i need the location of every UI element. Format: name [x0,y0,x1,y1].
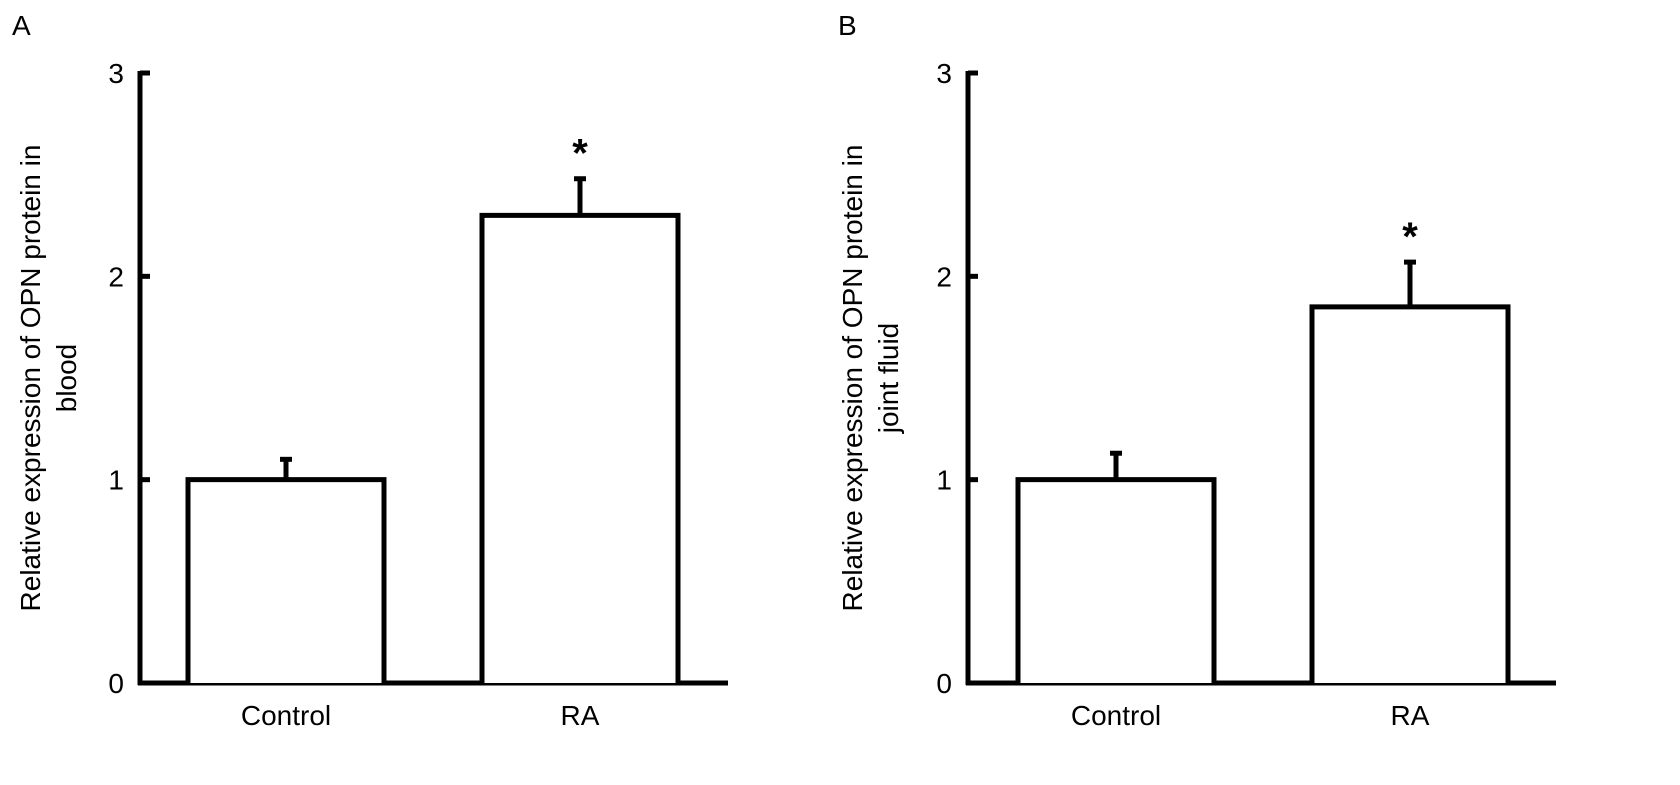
panel-a: A 0 1 2 3 Relative expression of OPN protein … [12,10,728,731]
y-axis-label: Relative expression of OPN protein in blo… [15,145,82,612]
bar-ra [479,212,681,683]
bar-control [185,477,387,683]
y-axis-label-line: joint fluid [873,323,904,435]
y-tick-label: 2 [108,261,124,292]
y-tick-label: 3 [936,58,952,89]
y-tick-label: 0 [936,668,952,699]
significance-marker: * [572,132,588,176]
panel-label: B [838,10,857,41]
y-axis-label-line: Relative expression of OPN protein in [837,145,868,612]
y-axis-label-line: Relative expression of OPN protein in [15,145,46,612]
y-tick-label: 2 [936,261,952,292]
y-axis-label-line: blood [51,344,82,413]
y-tick-label: 0 [108,668,124,699]
x-tick-label: RA [1391,700,1430,731]
x-tick-label: Control [241,700,331,731]
y-tick-label: 1 [936,465,952,496]
y-tick-label: 1 [108,465,124,496]
panel-b: B 0 1 2 3 Relative expression of OPN protein … [837,10,1556,731]
panel-label: A [12,10,31,41]
y-tick-label: 3 [108,58,124,89]
significance-marker: * [1402,215,1418,259]
y-axis-label: Relative expression of OPN protein in joi… [837,145,904,612]
bar-ra [1309,304,1511,683]
bar-control [1015,477,1217,683]
x-tick-label: Control [1071,700,1161,731]
x-tick-label: RA [561,700,600,731]
